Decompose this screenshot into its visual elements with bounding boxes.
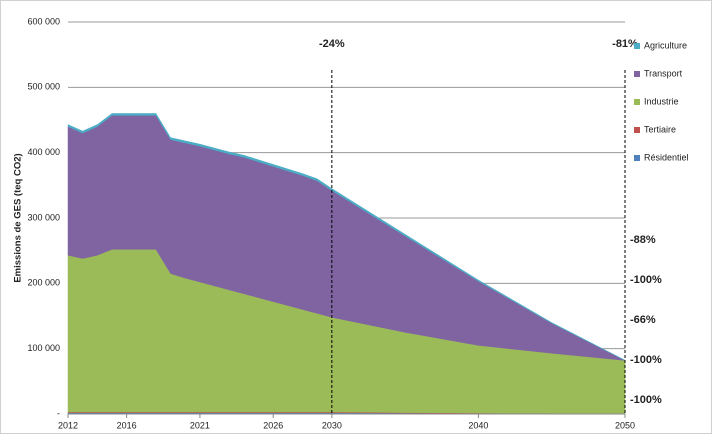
legend-swatch [634,155,640,161]
legend-label: Industrie [644,96,679,106]
y-tick-label: 600 000 [27,16,60,26]
legend-label: Résidentiel [644,152,689,162]
x-tick-label: 2030 [322,420,342,430]
y-tick-label: 300 000 [27,212,60,222]
x-tick-label: 2016 [117,420,137,430]
legend-swatch [634,99,640,105]
legend-label: Transport [644,68,683,78]
change-label: -100% [630,274,662,286]
marker-label: -24% [319,38,345,50]
x-tick-label: 2050 [615,420,635,430]
legend-swatch [634,71,640,77]
legend-label: Agriculture [644,40,687,50]
y-axis-label: Emissions de GES (teq CO2) [13,153,24,282]
legend-label: Tertiaire [644,124,676,134]
y-tick-label: 400 000 [27,147,60,157]
x-tick-label: 2021 [190,420,210,430]
x-tick-label: 2040 [468,420,488,430]
y-tick-label: 500 000 [27,82,60,92]
marker-label: -81% [612,38,638,50]
change-label: -66% [630,314,656,326]
change-label: -88% [630,234,656,246]
y-tick-label: 200 000 [27,278,60,288]
x-tick-label: 2012 [58,420,78,430]
x-tick-label: 2026 [263,420,283,430]
change-label: -100% [630,394,662,406]
legend-swatch [634,43,640,49]
change-label: -100% [630,354,662,366]
legend-swatch [634,127,640,133]
y-tick-label: - [57,408,60,418]
y-tick-label: 100 000 [27,343,60,353]
